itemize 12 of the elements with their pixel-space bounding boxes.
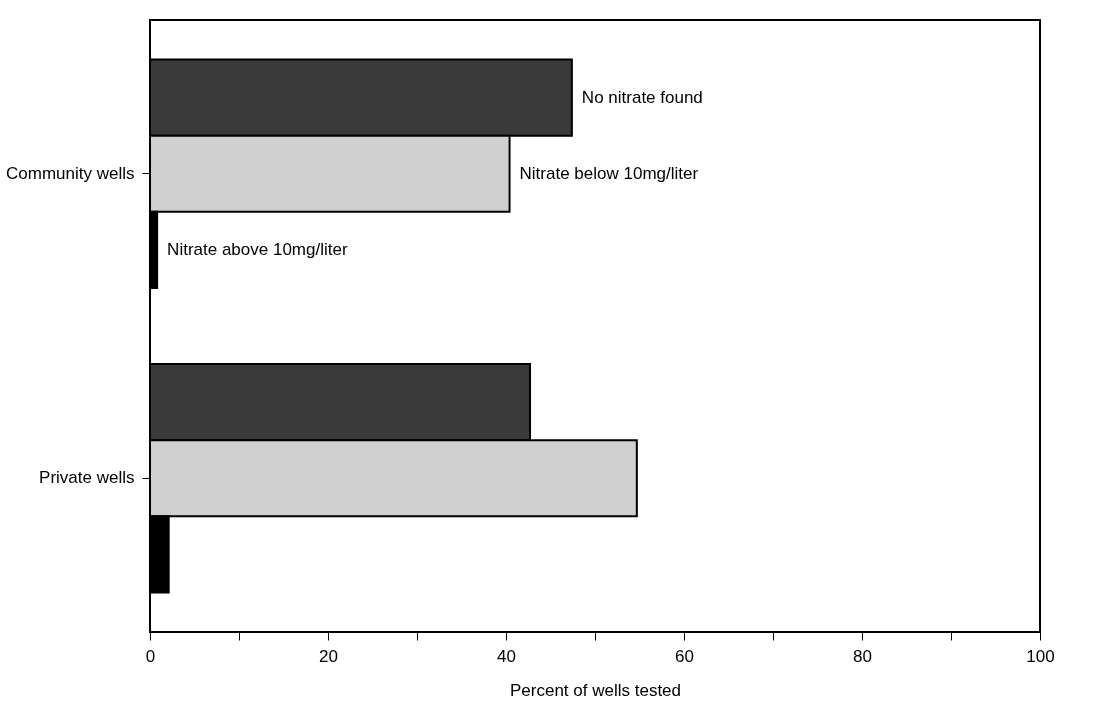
x-tick-label: 40 — [497, 646, 516, 666]
x-tick-label: 100 — [1026, 646, 1055, 666]
x-axis-title: Percent of wells tested — [509, 680, 682, 700]
series-label: Nitrate below 10mg/liter — [519, 163, 699, 183]
series-label: Nitrate above 10mg/liter — [167, 239, 348, 259]
y-tick-label: Private wells — [39, 468, 135, 488]
x-tick-label: 80 — [853, 646, 872, 666]
x-tick-label: 60 — [675, 646, 694, 666]
x-tick-label: 0 — [145, 646, 156, 666]
x-tick-label: 20 — [319, 646, 338, 666]
series-label: No nitrate found — [581, 87, 703, 107]
y-tick-label: Community wells — [6, 163, 135, 183]
